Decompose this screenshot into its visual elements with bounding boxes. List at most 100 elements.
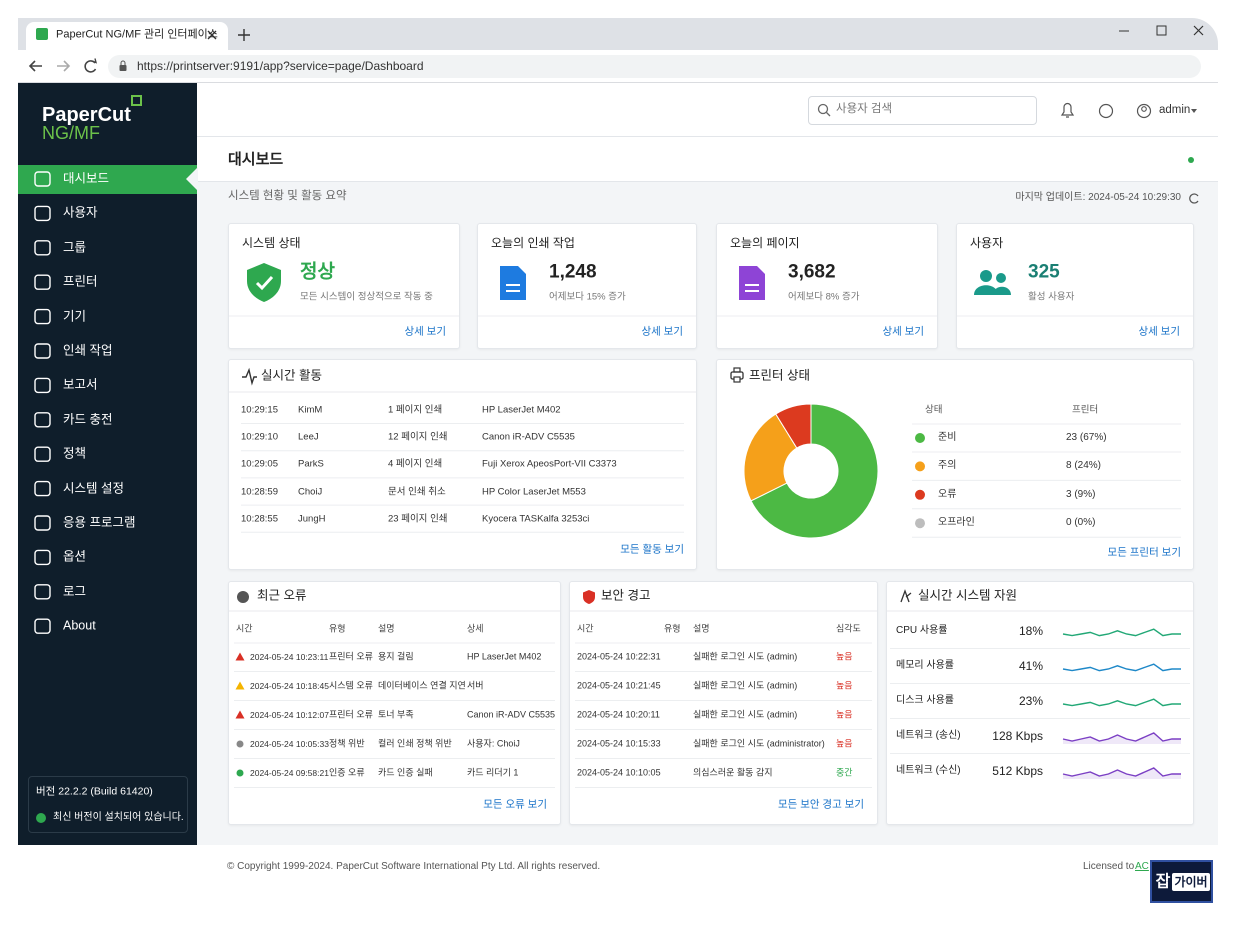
watermark-plate: [1172, 873, 1210, 891]
legend-dot: [915, 518, 925, 529]
security-cell: 2024-05-24 10:22:31: [577, 651, 661, 662]
security-cell: 의심스러운 활동 감지: [693, 767, 773, 778]
document-lines: [745, 284, 759, 292]
licensee[interactable]: AC: [1135, 861, 1149, 872]
menu-item[interactable]: 응용 프로그램: [63, 515, 136, 530]
search-placeholder[interactable]: 사용자 검색: [836, 103, 893, 116]
error-cell: 2024-05-24 10:23:11: [250, 651, 329, 662]
activity-cell: JungH: [298, 513, 326, 525]
panel-link[interactable]: 모든 오류 보기: [483, 798, 547, 811]
menu-item[interactable]: 기기: [63, 309, 87, 324]
table-header: 설명: [378, 623, 395, 634]
error-cell: 시스템 오류: [329, 680, 373, 691]
security-cell: 실패한 로그인 시도 (admin): [693, 680, 798, 691]
lock-shackle: [120, 60, 126, 65]
live-dot: [1188, 157, 1194, 163]
users-icon: [980, 270, 992, 282]
url[interactable]: https://printserver:9191/app?service=pag…: [137, 58, 424, 73]
error-cell: 2024-05-24 10:12:07: [250, 709, 329, 720]
activity-cell: KimM: [298, 404, 323, 416]
menu-item[interactable]: 사용자: [63, 205, 98, 220]
menu-item[interactable]: 카드 충전: [63, 412, 113, 427]
tab-title[interactable]: PaperCut NG/MF 관리 인터페이스: [56, 28, 218, 41]
menu-icon: [34, 205, 51, 222]
menu-icon: [34, 515, 51, 531]
error-cell: 사용자: ChoiJ: [467, 738, 520, 749]
security-cell: 2024-05-24 10:10:05: [577, 767, 661, 778]
card-note: 활성 사용자: [1028, 291, 1075, 303]
menu-icon: [34, 446, 51, 462]
card-value: 325: [1028, 261, 1060, 283]
security-cell: 2024-05-24 10:21:45: [577, 680, 661, 691]
resource-name: 메모리 사용률: [896, 660, 954, 671]
version-status: 최신 버전이 설치되어 있습니다.: [53, 812, 184, 823]
panel-link[interactable]: 모든 활동 보기: [620, 543, 684, 556]
activity-cell: Fuji Xerox ApeosPort-VII C3373: [482, 458, 617, 470]
menu-item[interactable]: 옵션: [63, 549, 87, 564]
menu-item[interactable]: 그룹: [63, 240, 87, 255]
security-cell: 실패한 로그인 시도 (admin): [693, 651, 798, 662]
resource-name: 네트워크 (송신): [896, 730, 961, 741]
activity-panel: [228, 359, 697, 570]
menu-item[interactable]: 로그: [63, 584, 87, 599]
menu-item[interactable]: 대시보드: [63, 171, 110, 186]
menu-icon: [34, 274, 51, 290]
search-box[interactable]: [808, 96, 1037, 125]
panel-link[interactable]: 모든 프린터 보기: [1107, 546, 1181, 559]
last-update: 마지막 업데이트: 2024-05-24 10:29:30: [1015, 192, 1181, 203]
panel-title: 실시간 시스템 자원: [918, 588, 1017, 603]
panel-title: 보안 경고: [601, 588, 651, 603]
menu-item[interactable]: 정책: [63, 446, 87, 461]
shield-alert-icon: [583, 590, 595, 604]
legend-value: 3 (9%): [1066, 488, 1096, 500]
menu-item[interactable]: 보고서: [63, 377, 98, 392]
card-link[interactable]: 상세 보기: [1138, 325, 1180, 338]
error-cell: 프린터 오류: [329, 651, 373, 662]
table-header: 유형: [664, 623, 681, 634]
card-link[interactable]: 상세 보기: [641, 325, 683, 338]
favicon: [36, 28, 48, 40]
error-cell: 컬러 인쇄 정책 위반: [378, 738, 452, 749]
sparkline: [1062, 767, 1181, 777]
card-note: 어제보다 15% 증가: [549, 291, 626, 303]
resource-value: 18%: [1018, 623, 1043, 638]
legend-label: 준비: [938, 432, 957, 443]
menu-item[interactable]: About: [63, 618, 96, 633]
tab[interactable]: [26, 22, 228, 50]
logo: PaperCut: [42, 104, 131, 126]
errors-panel: [228, 581, 561, 825]
security-panel: [569, 581, 878, 825]
menu-item[interactable]: 시스템 설정: [63, 481, 124, 496]
top-header: [197, 83, 1218, 137]
tab-close: [207, 30, 217, 40]
error-cell: 서버: [467, 680, 484, 691]
legend-value: 23 (67%): [1066, 432, 1107, 443]
bell-icon: [1060, 102, 1075, 118]
security-cell: 중간: [836, 767, 853, 778]
resource-name: 네트워크 (수신): [896, 765, 961, 776]
panel-title: 최근 오류: [257, 588, 307, 603]
menu-icon: [34, 240, 51, 256]
menu-item[interactable]: 프린터: [63, 274, 98, 289]
severity-icon: [235, 710, 245, 719]
error-cell: 카드 인증 실패: [378, 767, 433, 778]
menu-icon: [34, 618, 51, 634]
watermark-text: 잡: [1155, 873, 1171, 891]
error-cell: Canon iR-ADV C5535: [467, 709, 556, 720]
card-title: 오늘의 페이지: [730, 235, 800, 250]
activity-cell: 10:29:10: [241, 431, 278, 443]
url-box[interactable]: [108, 55, 1201, 78]
reload-head: [91, 58, 98, 64]
panel-link[interactable]: 모든 보안 경고 보기: [777, 798, 864, 811]
card-link[interactable]: 상세 보기: [404, 325, 446, 338]
watermark-text: 가이버: [1174, 874, 1208, 889]
severity-icon: [235, 681, 245, 690]
user-name[interactable]: admin: [1159, 104, 1191, 117]
card-note: 모든 시스템이 정상적으로 작동 중: [300, 291, 433, 303]
card-link[interactable]: 상세 보기: [882, 325, 924, 338]
panel-title: 실시간 활동: [261, 368, 322, 383]
card-title: 시스템 상태: [242, 235, 301, 250]
menu-item[interactable]: 인쇄 작업: [63, 343, 113, 358]
menu-icon: [34, 377, 51, 394]
